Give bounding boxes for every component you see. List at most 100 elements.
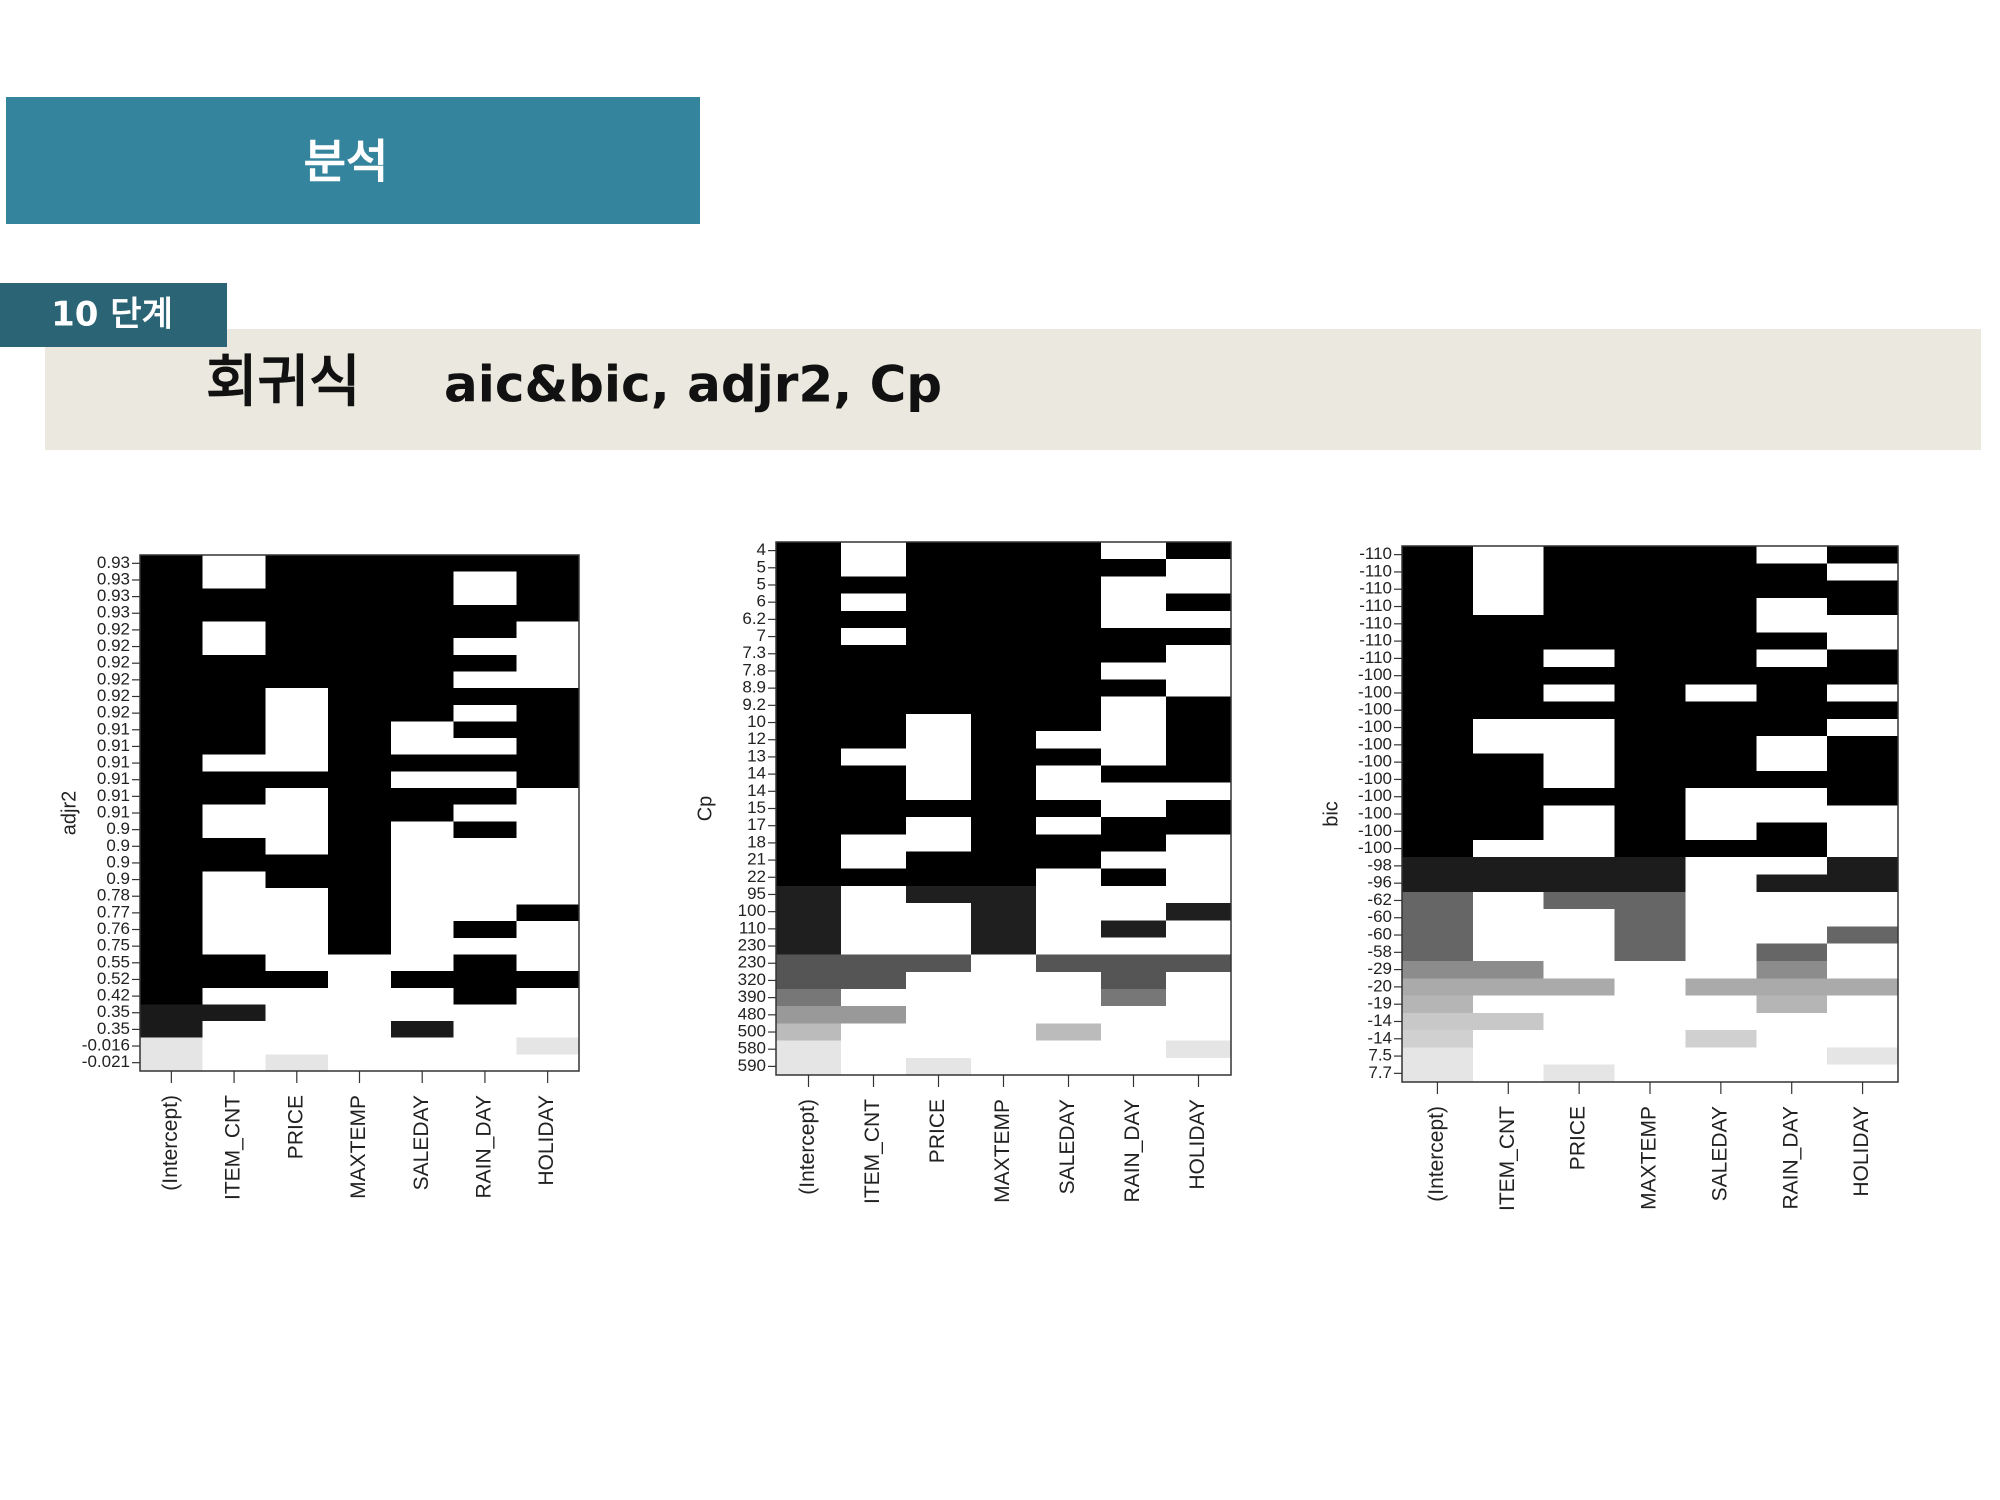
cell: [1827, 649, 1899, 668]
cell: [1101, 765, 1167, 784]
cell: [1166, 954, 1232, 973]
y-tick-label: 0.42: [97, 986, 130, 1005]
y-tick-label: 0.9: [106, 869, 130, 888]
cell: [265, 971, 329, 989]
cell: [328, 604, 392, 623]
cell: [328, 904, 392, 922]
cell: [971, 817, 1037, 835]
cell: [265, 1004, 329, 1022]
cell: [202, 688, 266, 706]
cell: [516, 1004, 580, 1022]
cell: [1827, 580, 1899, 599]
cell: [1685, 805, 1757, 824]
cell: [516, 555, 580, 573]
cell: [1036, 1006, 1102, 1024]
y-tick-label: 12: [747, 729, 766, 748]
cell: [1614, 718, 1686, 737]
cell: [516, 1054, 580, 1072]
cell: [202, 987, 266, 1005]
y-tick-label: -98: [1367, 855, 1392, 874]
cell: [390, 1004, 455, 1022]
cell: [1614, 891, 1686, 910]
cell: [841, 748, 907, 767]
cell: [1827, 995, 1899, 1014]
y-tick-label: 480: [738, 1004, 766, 1023]
cell: [776, 868, 842, 887]
cell: [390, 571, 455, 589]
cell: [841, 593, 907, 612]
cell: [1036, 645, 1102, 663]
cell: [328, 671, 392, 689]
cell: [328, 804, 392, 822]
cell: [1166, 713, 1232, 732]
cell: [1166, 645, 1232, 663]
x-tick-label: PRICE: [926, 1099, 949, 1163]
cell: [1101, 542, 1167, 560]
y-tick-label: -96: [1367, 873, 1392, 892]
cell: [1685, 701, 1757, 720]
cell: [1614, 615, 1686, 633]
cell: [841, 885, 907, 904]
x-tick-label: SALEDAY: [1708, 1106, 1731, 1201]
cell: [906, 645, 972, 663]
cell: [776, 1023, 842, 1042]
cell: [1036, 868, 1102, 887]
cell: [1402, 1012, 1474, 1031]
cell: [776, 885, 842, 904]
y-tick-label: 6.2: [742, 609, 766, 628]
cell: [1614, 822, 1686, 841]
cell: [265, 588, 329, 606]
cell: [1543, 822, 1616, 841]
cell: [776, 851, 842, 870]
y-tick-label: -100: [1358, 769, 1392, 788]
y-tick-label: -100: [1358, 803, 1392, 822]
cell: [1614, 995, 1686, 1014]
cell: [906, 679, 972, 698]
cell: [1543, 978, 1616, 997]
y-tick-label: 95: [747, 884, 766, 903]
cell: [841, 920, 907, 938]
cell: [1166, 679, 1232, 698]
cell: [906, 937, 972, 956]
cell: [1472, 632, 1545, 651]
cell: [1614, 805, 1686, 824]
cell: [1614, 1012, 1686, 1031]
cell: [971, 1006, 1037, 1024]
cell: [1756, 909, 1828, 927]
cell: [1827, 684, 1899, 703]
cell: [516, 1021, 580, 1039]
cell: [1685, 788, 1757, 806]
cell: [202, 954, 266, 972]
cell: [841, 542, 907, 560]
cell: [328, 721, 392, 739]
y-tick-label: -100: [1358, 700, 1392, 719]
cell: [140, 738, 204, 756]
cell: [516, 954, 580, 972]
cell: [1685, 563, 1757, 582]
cell: [776, 937, 842, 956]
cell: [1543, 874, 1616, 893]
cell: [140, 671, 204, 689]
cell: [1101, 782, 1167, 801]
cell: [1827, 736, 1899, 754]
cell: [971, 782, 1037, 801]
y-tick-label: 0.92: [97, 669, 130, 688]
cell: [1614, 597, 1686, 616]
cell: [202, 671, 266, 689]
cell: [453, 571, 517, 589]
cell: [1827, 701, 1899, 720]
cell: [1614, 839, 1686, 858]
cell: [453, 688, 517, 706]
cell: [971, 559, 1037, 577]
cell: [1472, 753, 1545, 772]
cell: [1614, 580, 1686, 599]
cell: [906, 542, 972, 560]
cell: [516, 654, 580, 673]
cell: [140, 887, 204, 906]
cell: [328, 821, 392, 839]
y-tick-label: -14: [1367, 1028, 1392, 1047]
cell: [841, 954, 907, 973]
cell: [328, 654, 392, 673]
x-tick-label: MAXTEMP: [347, 1095, 370, 1199]
x-tick-label: HOLIDAY: [1186, 1099, 1209, 1190]
